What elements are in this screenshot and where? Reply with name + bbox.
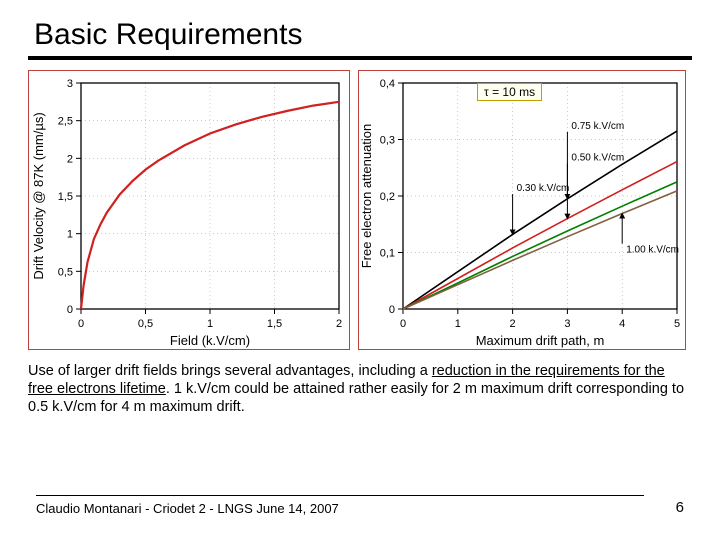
svg-text:0: 0 bbox=[400, 318, 406, 330]
svg-text:0,1: 0,1 bbox=[380, 248, 395, 260]
slide-title: Basic Requirements bbox=[34, 18, 692, 52]
svg-text:0: 0 bbox=[67, 304, 73, 316]
title-underline bbox=[28, 56, 692, 60]
page-number: 6 bbox=[676, 499, 684, 516]
charts-row: 0 0,5 1 1,5 2 0 0,5 1 1,5 2 2,5 3 Field (k.V/cm) Drif… bbox=[28, 70, 692, 350]
slide-footer: Claudio Montanari - Criodet 2 - LNGS Jun… bbox=[36, 499, 684, 516]
svg-text:0,4: 0,4 bbox=[380, 78, 395, 90]
svg-text:0,3: 0,3 bbox=[380, 135, 395, 147]
svg-text:0,5: 0,5 bbox=[58, 266, 73, 278]
body-pre: Use of larger drift fields brings severa… bbox=[28, 363, 432, 379]
svg-text:0.50 k.V/cm: 0.50 k.V/cm bbox=[571, 153, 624, 164]
slide-body-text: Use of larger drift fields brings severa… bbox=[28, 362, 692, 416]
svg-text:5: 5 bbox=[674, 318, 680, 330]
svg-text:2: 2 bbox=[510, 318, 516, 330]
svg-text:1: 1 bbox=[207, 318, 213, 330]
svg-text:1.00 k.V/cm: 1.00 k.V/cm bbox=[626, 245, 679, 256]
svg-text:2: 2 bbox=[67, 153, 73, 165]
footer-line bbox=[36, 495, 644, 496]
attenuation-chart: τ = 10 ms 0 1 2 3 4 5 0 0,1 0,2 0,3 0,4 0.75 k.V/cm… bbox=[358, 70, 686, 350]
svg-text:Field (k.V/cm): Field (k.V/cm) bbox=[170, 333, 250, 348]
svg-text:3: 3 bbox=[67, 78, 73, 90]
svg-text:0,2: 0,2 bbox=[380, 191, 395, 203]
svg-text:0: 0 bbox=[78, 318, 84, 330]
svg-text:0.75 k.V/cm: 0.75 k.V/cm bbox=[571, 121, 624, 132]
svg-text:0,5: 0,5 bbox=[138, 318, 153, 330]
svg-text:Free electron attenuation: Free electron attenuation bbox=[359, 124, 374, 269]
svg-text:0.30 k.V/cm: 0.30 k.V/cm bbox=[517, 183, 570, 194]
footer-text: Claudio Montanari - Criodet 2 - LNGS Jun… bbox=[36, 501, 339, 516]
svg-text:1,5: 1,5 bbox=[267, 318, 282, 330]
drift-velocity-chart: 0 0,5 1 1,5 2 0 0,5 1 1,5 2 2,5 3 Field (k.V/cm) Drif… bbox=[28, 70, 350, 350]
tau-label: τ = 10 ms bbox=[477, 83, 542, 101]
svg-text:2,5: 2,5 bbox=[58, 116, 73, 128]
svg-text:Drift Velocity @ 87K (mm/µs): Drift Velocity @ 87K (mm/µs) bbox=[31, 112, 46, 279]
svg-text:1,5: 1,5 bbox=[58, 191, 73, 203]
svg-text:2: 2 bbox=[336, 318, 342, 330]
svg-text:1: 1 bbox=[67, 229, 73, 241]
svg-text:1: 1 bbox=[455, 318, 461, 330]
svg-text:3: 3 bbox=[564, 318, 570, 330]
svg-text:4: 4 bbox=[619, 318, 625, 330]
svg-text:Maximum drift path, m: Maximum drift path, m bbox=[476, 333, 605, 348]
svg-text:0: 0 bbox=[389, 304, 395, 316]
